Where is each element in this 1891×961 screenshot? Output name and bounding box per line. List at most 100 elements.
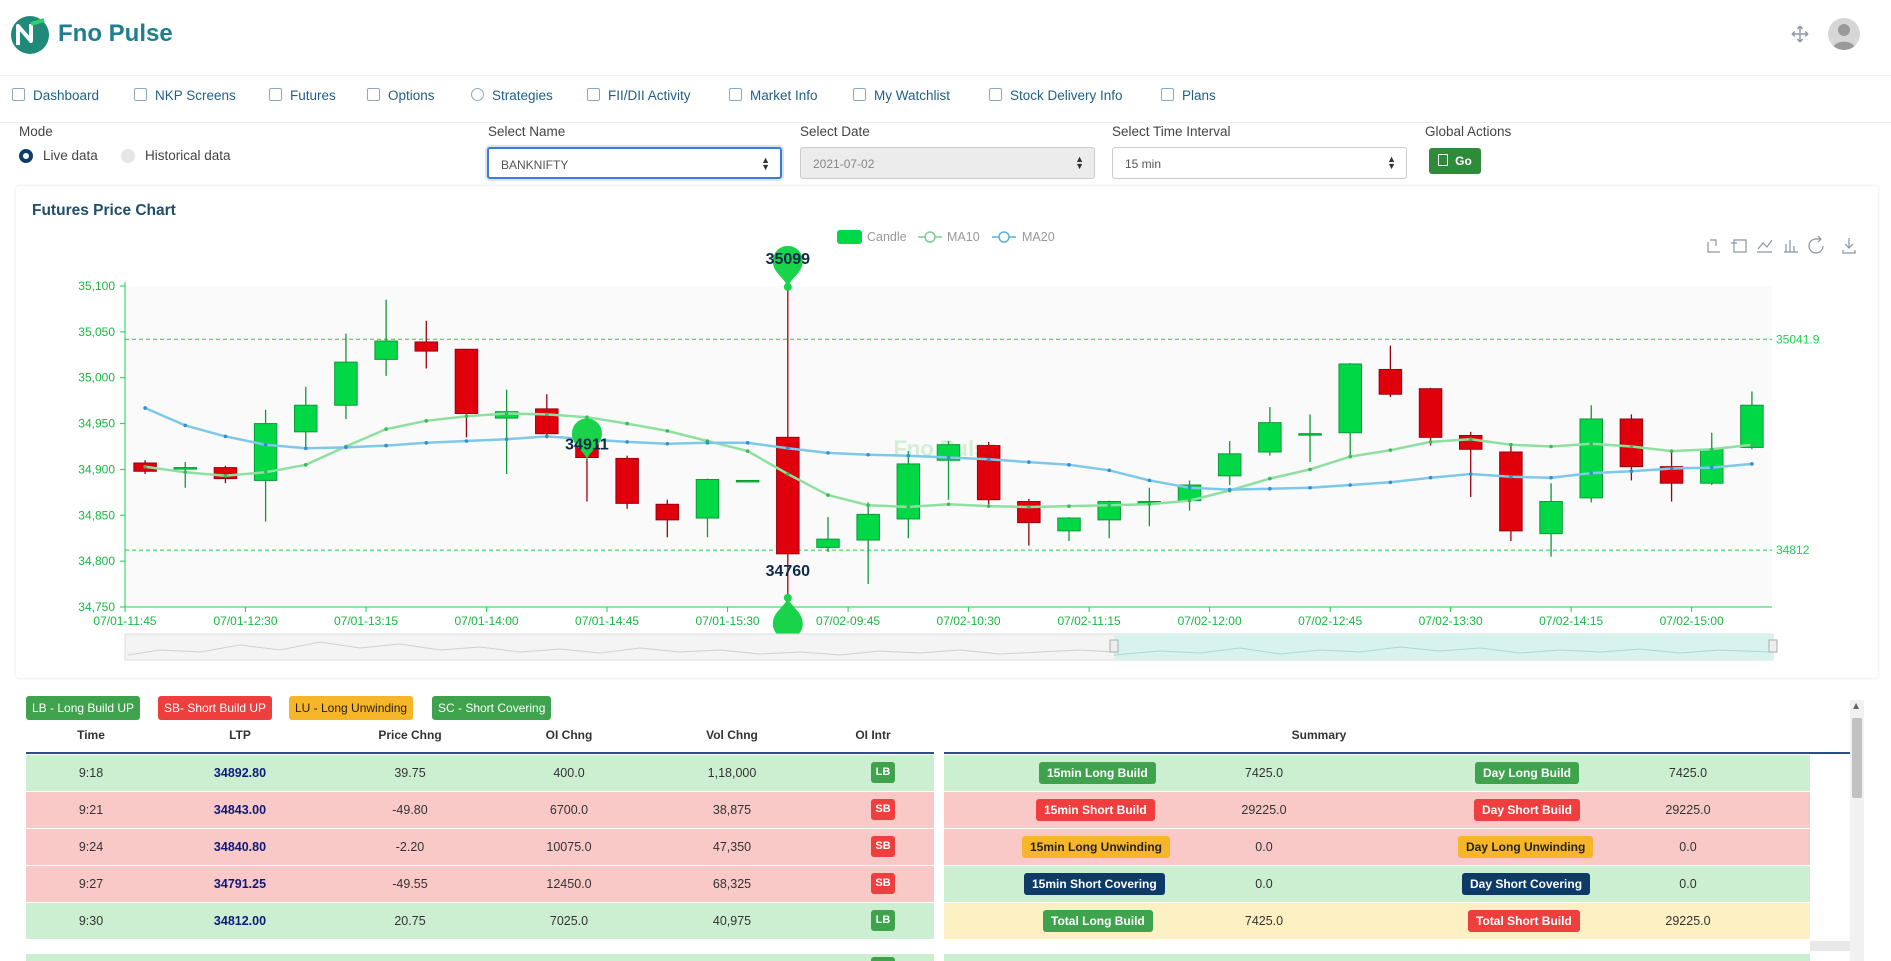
ma20-point bbox=[1669, 466, 1674, 471]
candle-body[interactable] bbox=[1659, 466, 1684, 484]
candle-body[interactable] bbox=[976, 445, 1001, 501]
nav-options[interactable]: Options bbox=[367, 88, 435, 103]
candle-body[interactable] bbox=[655, 503, 680, 521]
table-row[interactable]: 9:24 34840.80 -2.20 10075.0 47,350 SB bbox=[26, 829, 934, 865]
nav-dashboard[interactable]: Dashboard bbox=[12, 88, 99, 103]
legend-ma20-swatch[interactable] bbox=[998, 231, 1010, 243]
candle-body[interactable] bbox=[1579, 418, 1603, 499]
candle-body[interactable] bbox=[213, 467, 238, 480]
select-interval-dropdown[interactable]: 15 min ▲ ▼ bbox=[1112, 147, 1407, 179]
summary-header-rule bbox=[944, 752, 1852, 754]
zoom-in-icon[interactable] bbox=[1707, 239, 1720, 253]
table-row[interactable]: 9:27 34791.25 -49.55 12450.0 68,325 SB bbox=[26, 866, 934, 902]
nav-strategies[interactable]: Strategies bbox=[471, 88, 553, 103]
line-chart-icon[interactable] bbox=[1757, 239, 1773, 253]
summary-row[interactable]: 15min Long Build 7425.0 Day Long Build 7… bbox=[944, 755, 1810, 791]
legend-candle-label[interactable]: Candle bbox=[867, 230, 907, 244]
nav-my-watchlist[interactable]: My Watchlist bbox=[853, 88, 950, 103]
scroll-up-icon[interactable]: ▲ bbox=[1853, 701, 1860, 710]
nav-futures[interactable]: Futures bbox=[269, 88, 336, 103]
nav-market-info[interactable]: Market Info bbox=[729, 88, 818, 103]
ma20-point bbox=[1308, 485, 1312, 490]
go-button[interactable]: Go bbox=[1429, 148, 1481, 174]
nav-fii-dii-activity[interactable]: FII/DII Activity bbox=[587, 88, 691, 103]
zoom-selected-range[interactable] bbox=[1114, 634, 1773, 660]
candle-body[interactable] bbox=[294, 404, 318, 433]
candle-body[interactable] bbox=[1338, 363, 1362, 434]
ma20-point bbox=[183, 423, 188, 428]
candle-body[interactable] bbox=[856, 513, 880, 541]
x-tick-label: 07/02-11:15 bbox=[1058, 614, 1121, 628]
oi-badge: SB bbox=[871, 836, 895, 857]
table-row[interactable]: 9:30 34812.00 20.75 7025.0 40,975 LB bbox=[26, 903, 934, 939]
bar-chart-icon[interactable] bbox=[1784, 240, 1798, 253]
data-zoom-slider[interactable] bbox=[124, 633, 1778, 661]
ma20-point bbox=[1067, 463, 1071, 467]
summary-row[interactable]: 15min Long Unwinding 0.0 Day Long Unwind… bbox=[944, 829, 1810, 865]
candle-body[interactable] bbox=[374, 340, 398, 360]
user-avatar-icon[interactable] bbox=[1828, 18, 1860, 50]
legend-candle-swatch[interactable] bbox=[837, 230, 862, 244]
nav-plans[interactable]: Plans bbox=[1161, 88, 1216, 103]
radio-live-data-label: Live data bbox=[43, 148, 98, 163]
table-row[interactable]: 9:18 34892.80 39.75 400.0 1,18,000 LB bbox=[26, 755, 934, 791]
table-scrollbar-thumb[interactable] bbox=[1852, 718, 1862, 798]
download-icon[interactable] bbox=[1842, 238, 1856, 254]
candle-body[interactable] bbox=[1017, 501, 1041, 524]
markpoint-min: 34760 bbox=[766, 563, 810, 639]
ma20-point bbox=[1348, 483, 1353, 487]
zoom-handle-right[interactable] bbox=[1768, 639, 1778, 653]
x-tick-label: 07/01-15:30 bbox=[696, 614, 760, 628]
candle-body[interactable] bbox=[896, 463, 921, 520]
candle-body[interactable] bbox=[1298, 433, 1322, 436]
ma10-point bbox=[946, 502, 951, 507]
zoom-handle-left[interactable] bbox=[1109, 639, 1119, 653]
candle-body[interactable] bbox=[334, 361, 358, 406]
nav-stock-delivery-info[interactable]: Stock Delivery Info bbox=[989, 88, 1123, 103]
x-tick-label: 07/02-15:00 bbox=[1660, 614, 1724, 628]
legend-ma10-label[interactable]: MA10 bbox=[947, 230, 980, 244]
candle-body[interactable] bbox=[1057, 517, 1081, 532]
global-actions-label: Global Actions bbox=[1425, 124, 1512, 139]
candle-body[interactable] bbox=[1258, 422, 1282, 453]
candle-body[interactable] bbox=[695, 479, 720, 519]
ma10-point bbox=[223, 474, 228, 478]
candle-body[interactable] bbox=[1378, 368, 1403, 395]
ma10-point bbox=[786, 472, 790, 476]
candle-body[interactable] bbox=[414, 341, 439, 352]
select-date-dropdown[interactable]: 2021-07-02 ▲ ▼ bbox=[800, 147, 1095, 179]
restore-icon[interactable] bbox=[1808, 235, 1824, 254]
ma10-point bbox=[625, 421, 629, 426]
ma20-point bbox=[344, 445, 348, 450]
candle-body[interactable] bbox=[173, 467, 198, 470]
candle-body[interactable] bbox=[735, 479, 760, 483]
radio-live-data[interactable] bbox=[19, 149, 33, 163]
zoom-reset-icon[interactable] bbox=[1731, 239, 1747, 253]
candle-body[interactable] bbox=[816, 538, 840, 548]
ma10-point bbox=[183, 470, 188, 474]
x-tick-label: 07/02-10:30 bbox=[937, 614, 1001, 628]
radio-historical-data[interactable] bbox=[121, 149, 135, 163]
ma20-point bbox=[946, 455, 951, 460]
legend-ma20-label[interactable]: MA20 bbox=[1022, 230, 1055, 244]
table-row[interactable]: 9:21 34843.00 -49.80 6700.0 38,875 SB bbox=[26, 792, 934, 828]
y-tick-label: 34,900 bbox=[78, 462, 115, 476]
legend-ma10-swatch[interactable] bbox=[924, 231, 936, 243]
candle-body[interactable] bbox=[1418, 388, 1443, 438]
candle-body[interactable] bbox=[1539, 501, 1563, 535]
summary-row[interactable]: Total Long Build 7425.0 Total Short Buil… bbox=[944, 903, 1810, 939]
candle-body[interactable] bbox=[1217, 453, 1242, 477]
ma20-point bbox=[866, 452, 870, 457]
select-name-dropdown[interactable]: BANKNIFTY ▲ ▼ bbox=[487, 147, 782, 179]
candle-body[interactable] bbox=[615, 457, 639, 504]
nav-nkp-screens[interactable]: NKP Screens bbox=[134, 88, 236, 103]
candle-body[interactable] bbox=[1740, 404, 1764, 448]
candle-body[interactable] bbox=[776, 436, 800, 555]
expand-arrows-icon[interactable] bbox=[1790, 24, 1810, 44]
summary-row[interactable]: 15min Short Covering 0.0 Day Short Cover… bbox=[944, 866, 1810, 902]
candle-body[interactable] bbox=[1619, 418, 1644, 468]
summary-row[interactable]: 15min Short Build 29225.0 Day Short Buil… bbox=[944, 792, 1810, 828]
candle-body[interactable] bbox=[253, 423, 278, 481]
candle-body[interactable] bbox=[454, 348, 479, 414]
candle-body[interactable] bbox=[1499, 451, 1523, 532]
